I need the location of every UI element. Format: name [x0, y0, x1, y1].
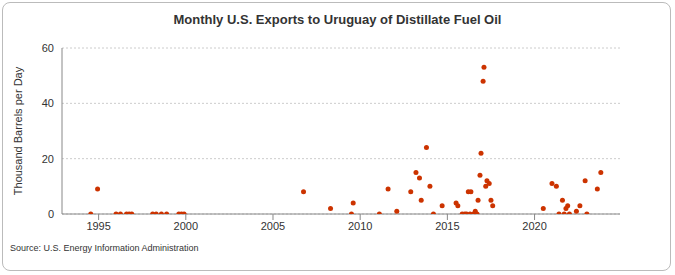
svg-text:20: 20	[42, 153, 54, 165]
svg-text:2020: 2020	[522, 220, 546, 232]
svg-text:0: 0	[48, 208, 54, 220]
svg-text:Thousand Barrels per Day: Thousand Barrels per Day	[12, 66, 24, 195]
svg-text:2000: 2000	[174, 220, 198, 232]
html-text:Source: U.S. Energy Informatio: Source: U.S. Energy Information Administ…	[10, 243, 199, 253]
svg-text:2005: 2005	[261, 220, 285, 232]
html-text:Monthly U.S. Exports to Urugua: Monthly U.S. Exports to Uruguay of Disti…	[173, 12, 502, 27]
svg-text:2015: 2015	[435, 220, 459, 232]
svg-text:40: 40	[42, 97, 54, 109]
svg-text:1995: 1995	[86, 220, 110, 232]
svg-text:2010: 2010	[348, 220, 372, 232]
svg-text:60: 60	[42, 42, 54, 54]
